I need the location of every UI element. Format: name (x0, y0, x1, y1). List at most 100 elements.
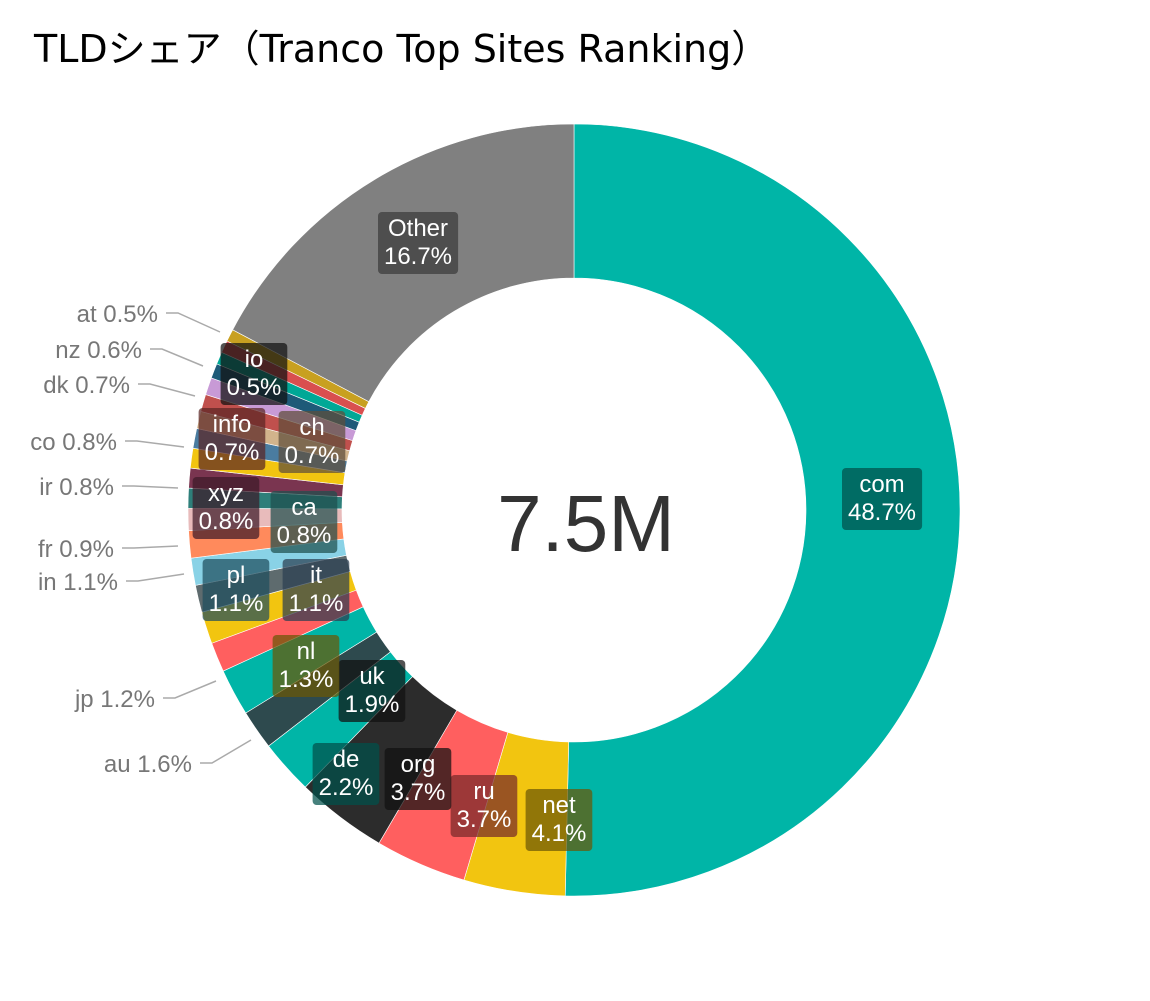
outside-label-name: co (30, 429, 55, 456)
slice-label-box (450, 775, 518, 837)
slice-label-percent: 0.7% (205, 439, 260, 466)
outside-label-fr: fr 0.9% (38, 536, 114, 563)
svg-text:dk 0.7%: dk 0.7% (43, 372, 130, 399)
svg-text:co 0.8%: co 0.8% (30, 429, 117, 456)
slice-label-name: nl (297, 638, 316, 665)
leader-line-jp (163, 680, 217, 699)
slice-label-percent: 0.7% (285, 442, 340, 469)
slice-label-name: net (542, 792, 576, 819)
outside-label-name: au (104, 751, 131, 778)
outside-label-name: in (38, 569, 57, 596)
slice-label-box (220, 343, 288, 405)
slice-label-box (842, 468, 923, 530)
center-total-label: 7.5M (497, 479, 675, 568)
outside-label-dk: dk 0.7% (43, 372, 130, 399)
chart-title: TLDシェア（Tranco Top Sites Ranking） (33, 27, 769, 71)
svg-text:in 1.1%: in 1.1% (38, 569, 118, 596)
outside-label-name: dk (43, 372, 69, 399)
slice-label-box (384, 748, 452, 810)
slice-label-percent: 3.7% (391, 779, 446, 806)
outside-label-nz: nz 0.6% (55, 337, 142, 364)
slice-label-ca: ca0.8% (270, 491, 338, 553)
slice-label-name: ru (473, 778, 494, 805)
slice-label-box (198, 408, 266, 470)
outside-label-ir: ir 0.8% (39, 474, 114, 501)
leader-line-fr (122, 545, 179, 549)
outside-label-percent: 1.6% (131, 751, 192, 778)
outside-label-co: co 0.8% (30, 429, 117, 456)
slice-label-percent: 4.1% (532, 820, 587, 847)
slice-label-box (192, 477, 260, 539)
slice-label-io: io0.5% (220, 343, 288, 405)
svg-text:at 0.5%: at 0.5% (77, 301, 158, 328)
slice-label-box (282, 559, 350, 621)
slice-label-uk: uk1.9% (338, 660, 406, 722)
slice-label-de: de2.2% (312, 743, 380, 805)
slice-label-box (338, 660, 406, 722)
outside-label-percent: 0.8% (53, 474, 114, 501)
leader-line-nz (150, 348, 204, 367)
outside-label-percent: 0.6% (81, 337, 142, 364)
leader-line-au (200, 739, 252, 764)
slice-label-box (378, 212, 459, 274)
svg-text:jp 1.2%: jp 1.2% (74, 686, 155, 713)
outside-label-jp: jp 1.2% (74, 686, 155, 713)
leader-line-co (125, 440, 185, 448)
svg-text:nz 0.6%: nz 0.6% (55, 337, 142, 364)
outside-label-name: at (77, 301, 97, 328)
slice-label-box (272, 635, 340, 697)
leader-line-ir (122, 485, 179, 489)
leader-line-dk (138, 383, 196, 397)
slice-label-percent: 16.7% (384, 243, 452, 270)
outside-label-name: jp (74, 686, 94, 713)
slice-label-name: de (333, 746, 360, 773)
slice-label-box (270, 491, 338, 553)
slice-label-percent: 1.9% (345, 691, 400, 718)
outside-label-percent: 0.5% (97, 301, 158, 328)
slice-label-percent: 1.1% (289, 590, 344, 617)
outside-label-name: ir (39, 474, 52, 501)
slice-label-percent: 48.7% (848, 499, 916, 526)
slice-label-name: xyz (208, 480, 244, 507)
slice-label-name: it (310, 562, 322, 589)
outside-label-in: in 1.1% (38, 569, 118, 596)
slice-label-box (278, 411, 346, 473)
slice-label-ch: ch0.7% (278, 411, 346, 473)
outside-label-au: au 1.6% (104, 751, 192, 778)
slice-label-percent: 1.3% (279, 666, 334, 693)
outside-label-at: at 0.5% (77, 301, 158, 328)
slice-label-box (312, 743, 380, 805)
slice-label-percent: 2.2% (319, 774, 374, 801)
slice-label-box (202, 559, 270, 621)
slice-label-name: io (245, 346, 264, 373)
slice-label-percent: 3.7% (457, 806, 512, 833)
slice-label-box (525, 789, 593, 851)
svg-text:ir 0.8%: ir 0.8% (39, 474, 114, 501)
outside-label-percent: 0.7% (69, 372, 130, 399)
outside-label-percent: 0.8% (56, 429, 117, 456)
slice-label-percent: 0.5% (227, 374, 282, 401)
outside-label-percent: 1.2% (94, 686, 155, 713)
slice-label-ru: ru3.7% (450, 775, 518, 837)
slice-label-name: com (859, 471, 904, 498)
svg-text:au 1.6%: au 1.6% (104, 751, 192, 778)
leader-lines-layer (122, 312, 252, 764)
svg-text:fr 0.9%: fr 0.9% (38, 536, 114, 563)
slice-label-name: ca (291, 494, 317, 521)
slice-label-name: info (213, 411, 252, 438)
slice-label-nl: nl1.3% (272, 635, 340, 697)
leader-line-in (126, 573, 185, 582)
outside-label-name: nz (55, 337, 80, 364)
slice-label-name: org (401, 751, 436, 778)
slice-label-name: Other (388, 215, 448, 242)
slice-label-name: uk (359, 663, 385, 690)
slice-label-percent: 0.8% (199, 508, 254, 535)
